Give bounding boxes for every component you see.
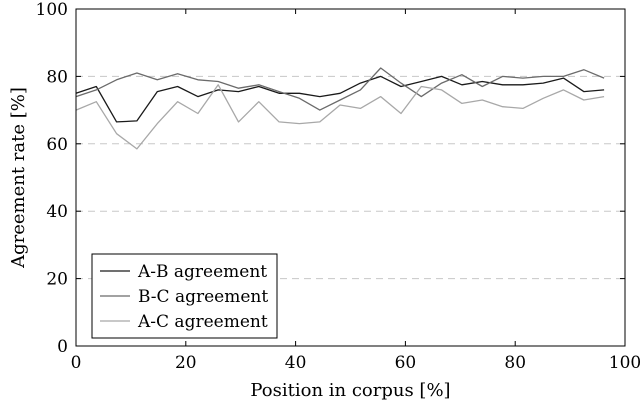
y-tick-label: 100 <box>36 0 68 20</box>
y-tick-label: 20 <box>46 270 68 290</box>
x-axis-ticks: 0 20 40 60 80 100 <box>71 9 640 373</box>
legend: A-B agreement B-C agreement A-C agreement <box>91 253 278 339</box>
x-tick-label: 0 <box>71 353 82 373</box>
y-axis-title: Agreement rate [%] <box>8 87 29 269</box>
x-tick-label: 100 <box>609 353 640 373</box>
series-line-1 <box>75 75 605 123</box>
x-axis-title: Position in corpus [%] <box>250 380 450 401</box>
y-tick-label: 60 <box>46 135 68 155</box>
legend-label-1: A-B agreement <box>137 262 267 282</box>
y-gridlines <box>76 75 625 280</box>
y-tick-label: 80 <box>46 67 68 87</box>
plot-frame <box>75 8 626 347</box>
legend-label-2: B-C agreement <box>138 287 268 307</box>
x-tick-label: 60 <box>395 353 417 373</box>
y-axis-ticks: 0 20 40 60 80 100 <box>36 0 625 357</box>
series-line-3 <box>75 84 605 150</box>
legend-label-3: A-C agreement <box>137 312 268 332</box>
x-tick-label: 80 <box>504 353 526 373</box>
y-tick-label: 0 <box>57 337 68 357</box>
x-tick-label: 20 <box>175 353 197 373</box>
x-tick-label: 40 <box>285 353 307 373</box>
y-tick-label: 40 <box>46 202 68 222</box>
series-lines <box>75 67 605 150</box>
series-line-2 <box>75 67 605 111</box>
